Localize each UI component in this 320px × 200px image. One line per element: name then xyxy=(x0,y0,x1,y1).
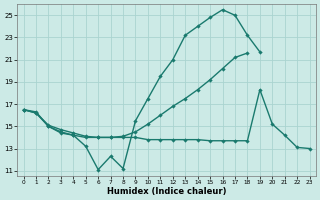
X-axis label: Humidex (Indice chaleur): Humidex (Indice chaleur) xyxy=(107,187,226,196)
